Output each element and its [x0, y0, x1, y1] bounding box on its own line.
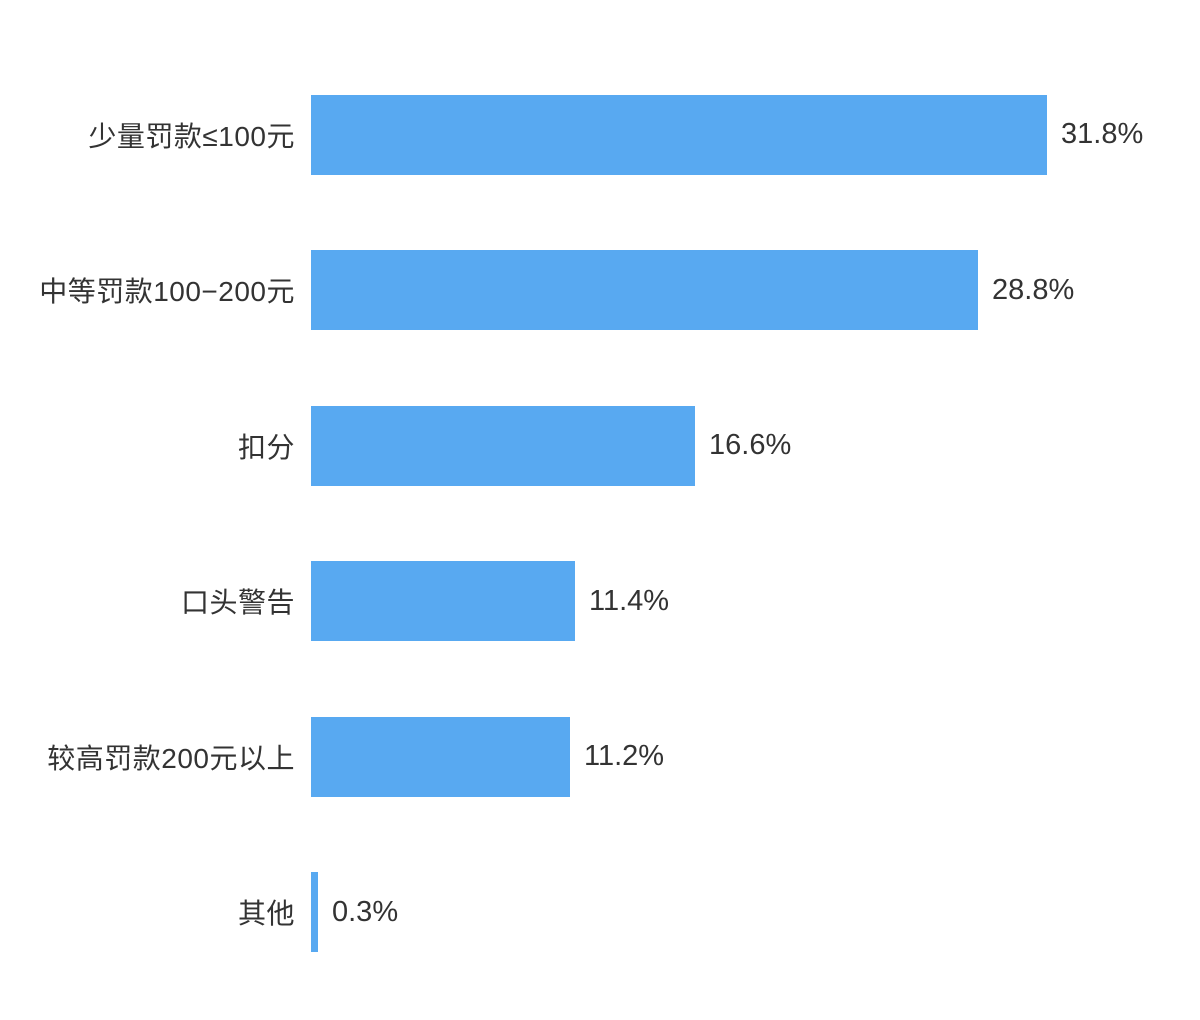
bar-row: 少量罚款≤100元 31.8%	[0, 57, 1200, 213]
bar	[311, 250, 978, 331]
bar-row: 扣分 16.6%	[0, 368, 1200, 524]
value-label: 16.6%	[709, 429, 792, 462]
bar-area: 28.8%	[295, 213, 1200, 369]
bar-row: 中等罚款100−200元 28.8%	[0, 213, 1200, 369]
category-label: 少量罚款≤100元	[88, 120, 295, 152]
value-label: 0.3%	[332, 895, 399, 928]
bar	[311, 716, 570, 797]
value-label: 11.2%	[584, 740, 665, 773]
bar	[311, 94, 1047, 175]
bar-area: 31.8%	[295, 57, 1200, 213]
bar	[311, 405, 695, 486]
bar	[311, 561, 575, 642]
value-label: 31.8%	[1061, 118, 1144, 151]
bar	[311, 872, 318, 953]
bar-row: 口头警告 11.4%	[0, 524, 1200, 680]
bar-row: 较高罚款200元以上 11.2%	[0, 679, 1200, 835]
category-label: 口头警告	[180, 587, 295, 619]
bar-area: 0.3%	[295, 835, 1200, 991]
chart-rows: 少量罚款≤100元 31.8% 中等罚款100−200元 28.8% 扣分 16…	[0, 57, 1200, 990]
value-label: 28.8%	[992, 273, 1075, 306]
bar-area: 16.6%	[295, 368, 1200, 524]
category-label: 其他	[237, 898, 295, 930]
bar-area: 11.4%	[295, 524, 1200, 680]
category-label: 较高罚款200元以上	[47, 742, 295, 774]
category-label: 中等罚款100−200元	[39, 276, 295, 308]
bar-area: 11.2%	[295, 679, 1200, 835]
bar-row: 其他 0.3%	[0, 835, 1200, 991]
value-label: 11.4%	[589, 584, 670, 617]
category-label: 扣分	[237, 431, 295, 463]
